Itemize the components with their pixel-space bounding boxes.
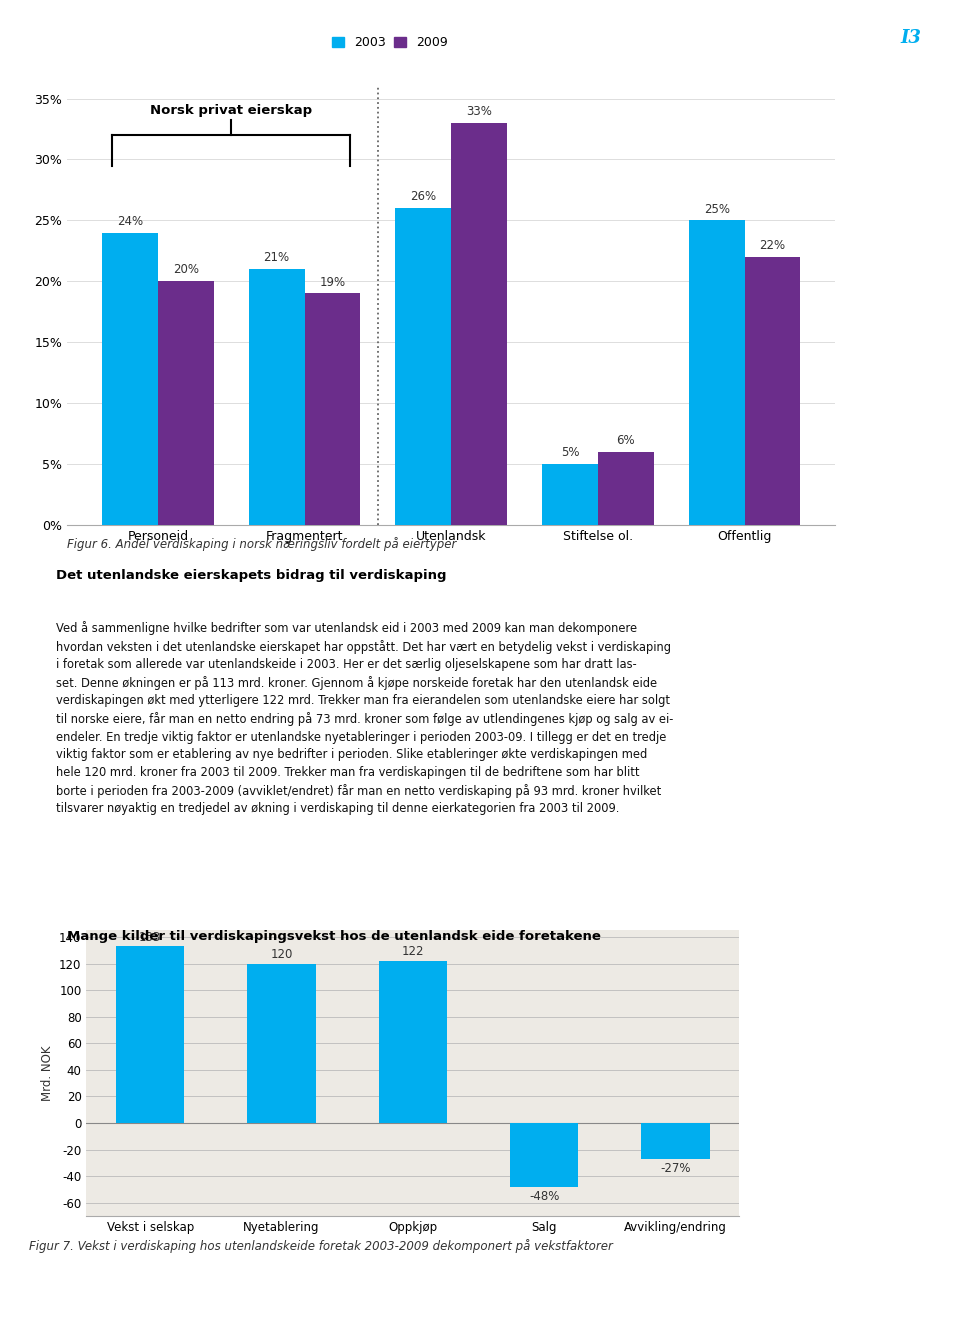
Text: 25%: 25%: [704, 202, 730, 215]
Y-axis label: Mrd. NOK: Mrd. NOK: [40, 1046, 54, 1100]
Bar: [598, 452, 654, 525]
Text: -48%: -48%: [529, 1191, 560, 1203]
Text: Figur 6. Andel verdiskaping i norsk næringsliv fordelt på eiertyper: Figur 6. Andel verdiskaping i norsk næri…: [67, 537, 457, 552]
Legend: 2003, 2009: 2003, 2009: [326, 32, 453, 54]
Bar: [249, 268, 304, 525]
Text: 19%: 19%: [320, 275, 346, 288]
Text: I3: I3: [900, 29, 922, 48]
Bar: [451, 122, 507, 525]
Text: 20%: 20%: [173, 263, 199, 276]
Text: 120: 120: [271, 948, 293, 961]
Bar: [542, 464, 598, 525]
Text: 21%: 21%: [264, 251, 290, 264]
Text: Ved å sammenligne hvilke bedrifter som var utenlandsk eid i 2003 med 2009 kan ma: Ved å sammenligne hvilke bedrifter som v…: [57, 621, 674, 815]
Text: 133: 133: [139, 930, 161, 944]
Text: -27%: -27%: [660, 1162, 690, 1175]
Bar: [510, 1123, 578, 1187]
Text: 6%: 6%: [616, 435, 636, 447]
Bar: [745, 256, 801, 525]
Text: 5%: 5%: [561, 447, 579, 460]
Bar: [116, 946, 184, 1123]
Text: 122: 122: [401, 945, 424, 958]
Bar: [304, 294, 360, 525]
Bar: [102, 233, 157, 525]
Text: 33%: 33%: [467, 105, 492, 118]
Bar: [641, 1123, 709, 1159]
Text: Norsk privat eierskap: Norsk privat eierskap: [150, 104, 312, 117]
Bar: [157, 282, 213, 525]
Bar: [378, 961, 447, 1123]
Text: Mange kilder til verdiskapingsvekst hos de utenlandsk eide foretakene: Mange kilder til verdiskapingsvekst hos …: [67, 930, 601, 944]
Bar: [689, 221, 745, 525]
Text: 24%: 24%: [117, 215, 143, 227]
Text: Figur 7. Vekst i verdiskaping hos utenlandskeide foretak 2003-2009 dekomponert p: Figur 7. Vekst i verdiskaping hos utenla…: [29, 1239, 612, 1253]
Bar: [248, 964, 316, 1123]
Text: Det utenlandske eierskapets bidrag til verdiskaping: Det utenlandske eierskapets bidrag til v…: [57, 569, 446, 582]
Text: 22%: 22%: [759, 239, 785, 253]
Bar: [396, 209, 451, 525]
Text: 26%: 26%: [410, 190, 437, 203]
